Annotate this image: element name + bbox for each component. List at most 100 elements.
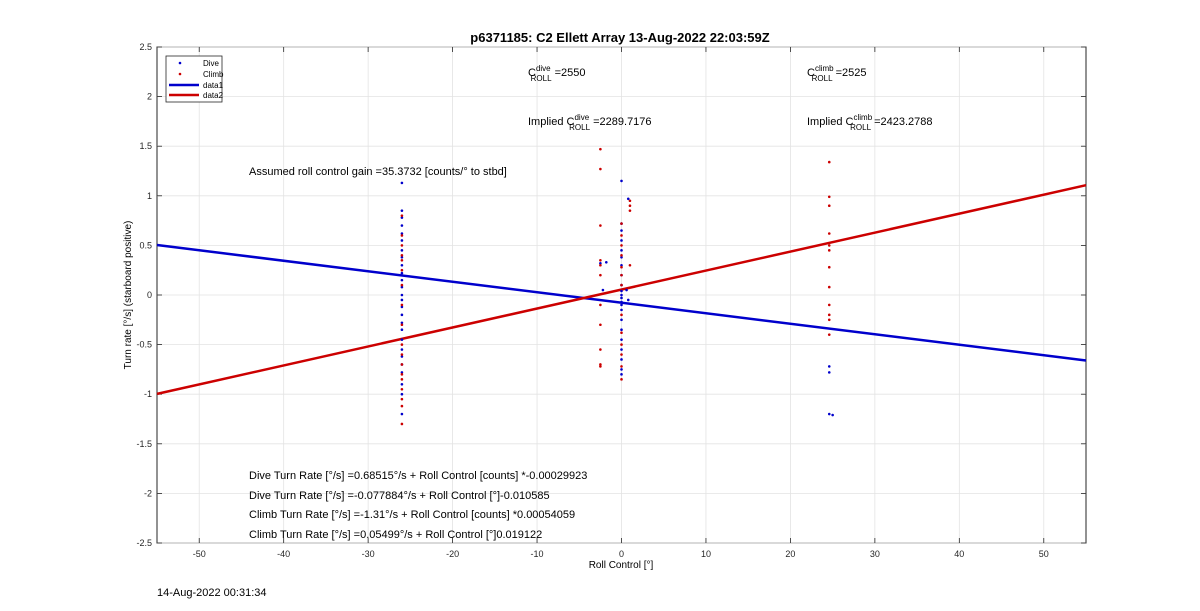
y-tick-label: 2.5 — [139, 42, 152, 52]
point-climb — [620, 265, 623, 269]
point-climb — [599, 263, 602, 267]
point-climb — [827, 265, 831, 269]
x-tick-label: -30 — [362, 549, 375, 559]
point-dive — [400, 412, 404, 416]
point-climb — [628, 209, 632, 212]
point-dive — [620, 358, 623, 361]
point-dive — [620, 300, 623, 304]
x-tick-label: 0 — [619, 549, 624, 559]
point-climb — [628, 263, 632, 267]
point-climb — [400, 283, 404, 287]
point-climb — [400, 234, 404, 237]
point-climb — [827, 333, 831, 336]
point-climb — [827, 318, 831, 322]
point-dive — [620, 303, 623, 307]
point-dive — [620, 348, 623, 351]
annotation-fit-climb-degrees: Climb Turn Rate [°/s] =0.05499°/s + Roll… — [249, 529, 542, 541]
axis-ticks: -50 -40 -30 -20 -10 0 10 20 30 40 50-2.5-2-1.5-1-0… — [136, 42, 1086, 559]
point-dive — [400, 278, 404, 282]
legend-marker-dive — [178, 61, 182, 65]
annotation-implied-dive: Implied Cdive ROLL =2289.7176 — [528, 113, 652, 132]
point-dive — [620, 318, 623, 322]
point-climb — [599, 365, 602, 368]
point-dive — [625, 288, 628, 292]
point-climb — [599, 258, 602, 262]
point-climb — [620, 313, 623, 317]
point-climb — [599, 303, 602, 307]
point-dive — [400, 263, 404, 267]
point-dive — [400, 239, 404, 242]
point-climb — [400, 373, 404, 376]
point-climb — [599, 323, 602, 327]
point-dive — [400, 355, 404, 358]
point-climb — [400, 353, 404, 356]
point-dive — [400, 285, 404, 289]
print-timestamp: 14-Aug-2022 00:31:34 — [157, 587, 267, 599]
x-axis-label: Roll Control [°] — [589, 560, 654, 571]
x-tick-label: 30 — [870, 549, 880, 559]
point-climb — [827, 249, 831, 252]
legend: Dive Climb data1 data2 — [165, 55, 224, 103]
point-dive — [620, 368, 623, 371]
point-dive — [400, 321, 404, 325]
point-climb — [400, 378, 404, 381]
point-climb — [827, 204, 831, 208]
point-dive — [400, 382, 404, 386]
point-dive — [620, 239, 623, 242]
point-climb — [400, 397, 404, 401]
point-climb — [620, 283, 623, 287]
point-climb — [620, 234, 623, 237]
point-dive — [400, 209, 404, 212]
point-dive — [599, 261, 602, 265]
x-tick-label: -10 — [531, 549, 544, 559]
point-climb — [827, 313, 831, 317]
point-dive — [620, 308, 623, 312]
point-dive — [400, 328, 404, 332]
point-dive — [620, 328, 623, 332]
point-climb — [620, 254, 623, 257]
point-climb — [599, 167, 602, 171]
point-climb — [400, 244, 404, 247]
fit-line-data2 — [156, 183, 1087, 396]
y-tick-label: 1.5 — [139, 141, 152, 151]
point-climb — [827, 285, 831, 289]
point-dive — [620, 373, 623, 376]
point-climb — [400, 254, 404, 257]
point-dive — [620, 338, 623, 341]
point-climb — [599, 273, 602, 277]
point-dive — [400, 232, 404, 235]
point-dive — [626, 197, 630, 201]
point-dive — [400, 298, 404, 302]
annotation-implied-climb: Implied Cclimb ROLL =2423.2788 — [807, 113, 933, 132]
y-tick-label: -0.5 — [136, 340, 152, 350]
x-tick-label: -40 — [277, 549, 290, 559]
point-dive — [604, 260, 608, 264]
point-dive — [620, 289, 623, 293]
point-dive — [400, 224, 404, 227]
point-climb — [620, 222, 623, 225]
point-dive — [620, 256, 623, 259]
annotation-c-dive: Cdive ROLL =2550 — [528, 64, 586, 83]
legend-label-dive: Dive — [203, 59, 220, 68]
point-climb — [400, 323, 404, 327]
point-climb — [599, 224, 602, 227]
chart-title: p6371185: C2 Ellett Array 13-Aug-2022 22… — [470, 30, 769, 45]
y-tick-label: -1.5 — [136, 439, 152, 449]
point-climb — [620, 343, 623, 346]
legend-label-data2: data2 — [203, 91, 224, 100]
point-climb — [827, 232, 831, 235]
point-dive — [620, 229, 623, 232]
y-tick-label: 0 — [147, 290, 152, 300]
point-dive — [400, 371, 404, 374]
point-climb — [620, 273, 623, 277]
annotation-roll-gain: Assumed roll control gain =35.3732 [coun… — [249, 166, 507, 178]
point-climb — [400, 404, 404, 408]
point-dive — [400, 338, 404, 341]
point-climb — [827, 160, 831, 164]
point-dive — [400, 348, 404, 351]
x-tick-label: -50 — [193, 549, 206, 559]
point-climb — [599, 147, 602, 151]
point-climb — [620, 378, 623, 381]
